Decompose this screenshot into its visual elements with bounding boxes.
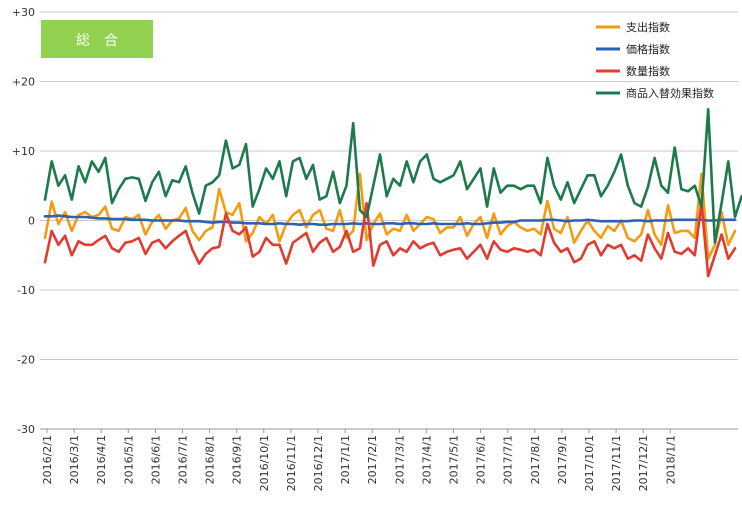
legend-label: 支出指数 [626, 20, 670, 34]
x-tick-label: 2017/6/1 [475, 435, 488, 484]
legend-item: 価格指数 [596, 42, 670, 56]
x-tick-label: 2017/1/1 [339, 435, 352, 484]
x-tick-label: 2017/7/1 [502, 435, 515, 484]
y-axis-tick-labels: -30 -20 -10 0 +10 +20 +30 [12, 6, 35, 436]
x-tick-label: 2016/11/1 [285, 435, 298, 491]
legend-item: 支出指数 [596, 20, 670, 34]
x-tick-label: 2017/8/1 [529, 435, 542, 484]
summary-badge: 総 合 [41, 20, 153, 58]
x-tick-label: 2016/5/1 [122, 435, 135, 484]
y-tick-label: +20 [12, 76, 35, 89]
x-tick-label: 2017/3/1 [393, 435, 406, 484]
x-tick-label: 2016/4/1 [95, 435, 108, 484]
y-tick-label: 0 [28, 215, 35, 228]
x-tick-label: 2016/12/1 [312, 435, 325, 491]
x-tick-label: 2016/3/1 [68, 435, 81, 484]
legend-label: 数量指数 [626, 64, 670, 78]
y-tick-label: -10 [17, 284, 35, 297]
x-tick-label: 2018/1/1 [664, 435, 677, 484]
x-tick-label: 2017/10/1 [583, 435, 596, 491]
series-line-1 [43, 214, 737, 226]
legend-item: 数量指数 [596, 64, 670, 78]
series-line-2 [43, 201, 737, 278]
x-tick-label: 2016/2/1 [41, 435, 54, 484]
legend-label: 価格指数 [626, 42, 670, 56]
x-tick-label: 2017/2/1 [366, 435, 379, 484]
x-axis [40, 428, 738, 433]
y-tick-label: -30 [17, 423, 35, 436]
x-tick-label: 2016/7/1 [177, 435, 190, 484]
badge-background [41, 20, 153, 58]
x-tick-label: 2016/8/1 [204, 435, 217, 484]
x-tick-label: 2016/6/1 [149, 435, 162, 484]
y-tick-label: -20 [17, 354, 35, 367]
legend-label: 商品入替効果指数 [626, 86, 714, 100]
series-line-3 [43, 108, 742, 244]
x-tick-label: 2016/10/1 [258, 435, 271, 491]
x-tick-label: 2017/9/1 [556, 435, 569, 484]
x-axis-tick-labels: 2016/2/1 2016/3/1 2016/4/1 2016/5/1 2016/6/1… [41, 435, 677, 491]
legend-item: 商品入替効果指数 [596, 86, 714, 100]
series-lines [43, 108, 742, 278]
y-tick-label: +30 [12, 6, 35, 19]
x-tick-label: 2017/4/1 [420, 435, 433, 484]
x-tick-label: 2017/11/1 [610, 435, 623, 491]
badge-label: 総 合 [76, 33, 118, 49]
x-tick-label: 2017/12/1 [637, 435, 650, 491]
x-tick-label: 2016/9/1 [231, 435, 244, 484]
y-tick-label: +10 [12, 145, 35, 158]
x-tick-label: 2017/5/1 [448, 435, 461, 484]
